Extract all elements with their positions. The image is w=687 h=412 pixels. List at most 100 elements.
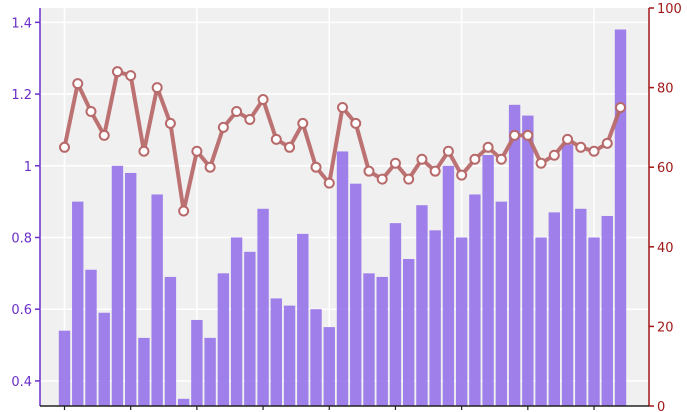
line-point (178, 205, 190, 217)
line-point (151, 82, 163, 94)
line-point (575, 141, 587, 153)
bar (230, 237, 243, 406)
line-point (495, 153, 507, 165)
line-point (535, 157, 547, 169)
bar-series (58, 29, 627, 406)
line-point (337, 102, 348, 113)
right-tick-label: 100 (657, 2, 682, 17)
bar (336, 151, 349, 406)
line-point (217, 121, 229, 133)
bar (548, 212, 561, 406)
bar (217, 273, 230, 406)
bar (350, 183, 362, 406)
bar (575, 208, 587, 406)
left-tick-label: 0.8 (11, 231, 32, 246)
bar (98, 312, 110, 406)
line-point (297, 117, 309, 129)
line-point (59, 141, 70, 153)
right-tick-label: 20 (657, 320, 674, 335)
bar (469, 194, 481, 406)
left-tick-label: 0.6 (11, 303, 32, 318)
bar (482, 155, 494, 406)
line-point (244, 113, 256, 125)
line-point (376, 173, 388, 185)
bar (111, 165, 124, 406)
line-point (588, 145, 600, 157)
left-tick-label: 1.2 (11, 88, 32, 103)
line-point (601, 137, 613, 149)
bar (124, 172, 137, 406)
line-point (615, 102, 626, 113)
line-point (416, 153, 428, 165)
line-point (111, 66, 123, 78)
bar (561, 144, 574, 406)
bar (310, 309, 322, 406)
bar (522, 115, 534, 406)
left-tick-label: 1.4 (11, 16, 32, 31)
line-series (59, 66, 626, 217)
bar (177, 398, 190, 406)
axes: 0.4 0.6 0.8 1 1.2 1.4 0 20 40 60 80 100 (11, 2, 682, 412)
line-point (231, 105, 243, 117)
bar (138, 337, 150, 406)
bar (191, 319, 203, 406)
line-point (456, 169, 468, 181)
bar (58, 330, 71, 406)
line-point (469, 153, 481, 165)
bar (323, 327, 335, 406)
line-point (363, 165, 375, 177)
line-point (482, 141, 494, 153)
line-point (509, 129, 521, 141)
line-point (350, 117, 362, 129)
bar (164, 276, 177, 406)
bar (442, 165, 455, 406)
line-point (403, 173, 415, 185)
line-point (323, 177, 335, 189)
bar (297, 233, 309, 406)
bar (429, 230, 441, 406)
left-tick-label: 1 (24, 160, 32, 175)
bar (204, 337, 216, 406)
line-point (562, 133, 574, 145)
bar (402, 258, 415, 406)
line-point (98, 129, 110, 141)
line-point (522, 129, 534, 141)
line-point (270, 133, 282, 145)
bar (588, 237, 600, 406)
line-point (164, 117, 176, 129)
line-point (284, 141, 296, 153)
line-point (204, 161, 216, 173)
right-tick-label: 80 (657, 82, 674, 97)
bar (270, 298, 283, 406)
bar (376, 276, 388, 406)
line-point (85, 105, 97, 117)
line-point (72, 78, 84, 90)
left-tick-label: 0.4 (11, 375, 32, 390)
bar (389, 223, 402, 406)
bar (363, 273, 375, 406)
bar (614, 29, 627, 406)
bar (257, 208, 269, 406)
line-point (125, 70, 137, 82)
bar (535, 237, 547, 406)
bar (72, 201, 84, 406)
line-point (191, 145, 203, 157)
bar (283, 305, 296, 406)
bar (244, 251, 256, 406)
line-point (257, 94, 269, 106)
line-point (138, 145, 150, 157)
line-point (429, 165, 441, 177)
line-point (442, 145, 454, 157)
line-point (310, 161, 322, 173)
line-point (548, 149, 560, 161)
bar (601, 215, 613, 406)
bar (455, 237, 468, 406)
line-point (389, 157, 401, 169)
right-tick-label: 0 (657, 400, 665, 412)
bar (508, 104, 521, 406)
bar (495, 201, 508, 406)
right-tick-label: 60 (657, 161, 674, 176)
right-tick-label: 40 (657, 241, 674, 256)
bar (151, 194, 163, 406)
